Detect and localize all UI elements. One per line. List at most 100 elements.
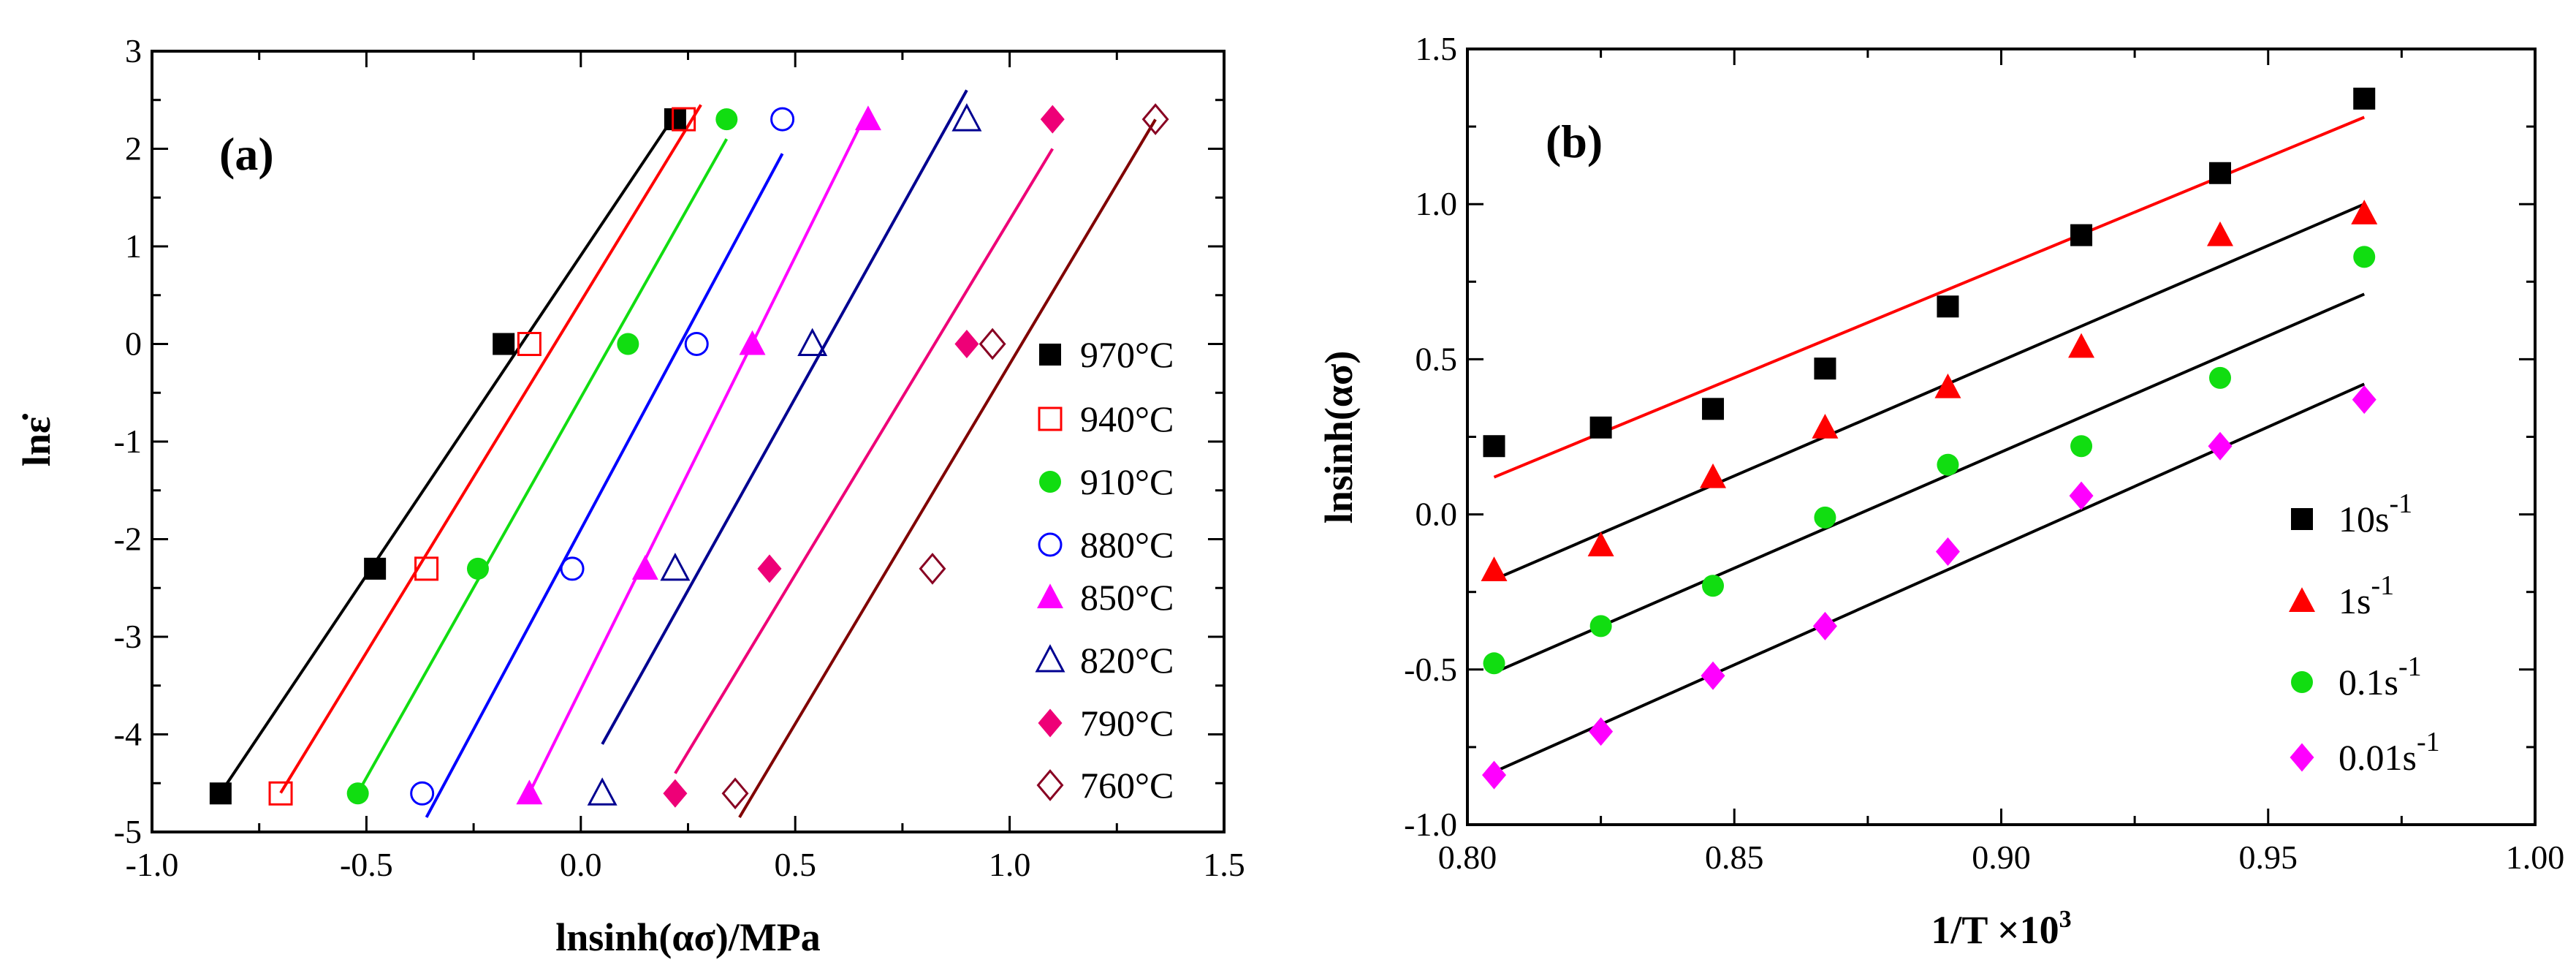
x-axis-title: 1/T ×103: [1931, 906, 2071, 952]
y-tick-label: 0.5: [1416, 340, 1458, 377]
data-point: [414, 556, 439, 581]
y-tick-label: -1.0: [1404, 806, 1457, 843]
data-point: [1587, 531, 1614, 557]
data-point: [617, 333, 639, 355]
data-point: [1701, 661, 1725, 690]
data-point: [2209, 162, 2232, 184]
data-point: [1702, 398, 1725, 420]
data-point: [1589, 717, 1614, 746]
y-tick-label: 2: [125, 130, 142, 167]
legend-item: 10s-1: [2291, 488, 2412, 540]
series-points: [516, 105, 881, 805]
legend-label: 760°C: [1080, 765, 1174, 806]
legend-label: 1s-1: [2338, 570, 2394, 621]
legend-item: 880°C: [1038, 524, 1174, 565]
data-point: [854, 105, 881, 131]
legend-label-text: 1s: [2338, 580, 2371, 621]
fit-lines: [219, 89, 1157, 818]
data-point: [715, 108, 738, 131]
legend-label-text: 0.1s: [2338, 662, 2398, 703]
x-tick-label: 0.80: [1438, 839, 1497, 876]
data-point: [2208, 431, 2233, 461]
fit-line: [1493, 116, 2366, 479]
legend-item: 790°C: [1038, 703, 1174, 744]
legend-label: 970°C: [1080, 334, 1174, 375]
y-tick-label: -0.5: [1404, 651, 1457, 688]
legend-item: 850°C: [1037, 577, 1174, 618]
legend-marker: [2291, 671, 2313, 693]
x-tick-label: 0.90: [1972, 839, 2031, 876]
legend-item: 940°C: [1038, 398, 1174, 439]
series-points: [1483, 246, 2376, 675]
data-point: [631, 555, 658, 580]
data-point: [919, 553, 946, 585]
x-axis-title: lnsinh(ασ)/MPa: [555, 915, 821, 959]
data-point: [516, 779, 543, 805]
series-points: [721, 103, 1169, 810]
data-point: [346, 782, 369, 805]
data-point: [1483, 435, 1505, 458]
data-point: [1935, 537, 1960, 567]
y-tick-label: -3: [114, 618, 142, 655]
legend-label-text: 10s: [2338, 499, 2389, 540]
legend-item: 1s-1: [2289, 570, 2394, 621]
y-tick-label: -2: [114, 521, 142, 558]
data-point: [660, 552, 691, 581]
data-point: [1812, 414, 1839, 439]
data-point: [1812, 611, 1837, 640]
data-point: [2353, 87, 2376, 110]
y-tick-label: 1.0: [1416, 185, 1458, 222]
x-tick-label: 0.5: [774, 846, 816, 883]
legend: 10s-11s-10.1s-10.01s-1: [2289, 488, 2440, 778]
fit-line: [1493, 292, 2366, 674]
panel-label: (b): [1546, 116, 1603, 167]
legend-marker: [2290, 743, 2314, 772]
data-point: [1814, 358, 1836, 380]
y-tick-label: 1: [125, 227, 142, 265]
legend-item: 820°C: [1035, 640, 1174, 681]
y-tick-label: 1.5: [1416, 30, 1458, 67]
axis-ticks: [1466, 48, 2537, 826]
plot-frame: [1466, 48, 2537, 826]
series-points: [268, 107, 696, 806]
data-point: [951, 103, 982, 132]
legend-marker: [1039, 344, 1061, 366]
y-axis-title: lnε̇: [15, 413, 58, 466]
data-point: [560, 556, 585, 581]
legend-item: 910°C: [1039, 461, 1174, 502]
fit-line: [425, 153, 784, 818]
data-point: [1700, 463, 1727, 488]
fit-lines: [1493, 116, 2366, 773]
plot-frame: [151, 50, 1226, 833]
legend-label: 910°C: [1080, 461, 1174, 502]
legend-label-superscript: -1: [2417, 727, 2440, 757]
legend-label: 880°C: [1080, 524, 1174, 565]
panel-label: (a): [219, 128, 274, 180]
legend-label: 850°C: [1080, 577, 1174, 618]
data-point: [1040, 105, 1065, 134]
legend-label: 0.1s-1: [2338, 651, 2422, 703]
data-point: [1937, 295, 1959, 318]
x-tick-label: 1.5: [1203, 846, 1245, 883]
data-point: [2351, 200, 2378, 224]
data-point: [2353, 246, 2376, 268]
data-point: [672, 107, 696, 132]
x-axis-title-text: 1/T ×10: [1931, 908, 2059, 952]
y-axis-title: lnsinh(ασ): [1317, 351, 1361, 524]
x-axis-title-text: lnsinh(ασ)/MPa: [555, 915, 821, 959]
data-point: [466, 557, 489, 580]
data-point: [2209, 366, 2232, 389]
data-point: [364, 557, 387, 580]
fit-line: [1493, 203, 2366, 581]
data-point: [2352, 385, 2376, 415]
data-point: [721, 777, 749, 810]
data-point: [739, 330, 766, 355]
legend-marker: [1037, 583, 1063, 608]
data-point: [1702, 575, 1725, 597]
legend-item: 970°C: [1039, 334, 1174, 375]
data-point: [797, 328, 828, 356]
y-tick-label: 0: [125, 325, 142, 363]
fit-line: [674, 148, 1054, 774]
series-points: [1483, 87, 2376, 458]
data-point: [954, 330, 979, 358]
